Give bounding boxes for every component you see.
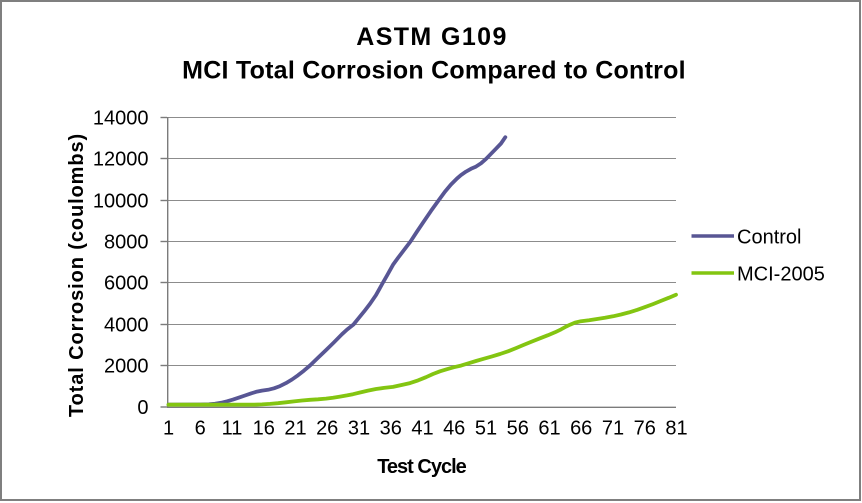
svg-text:10000: 10000 xyxy=(93,191,149,213)
svg-text:31: 31 xyxy=(348,418,370,440)
svg-text:ASTM G109: ASTM G109 xyxy=(356,23,508,51)
svg-text:MCI-2005: MCI-2005 xyxy=(737,263,825,285)
svg-text:11: 11 xyxy=(222,418,243,440)
svg-text:71: 71 xyxy=(602,418,624,440)
svg-text:76: 76 xyxy=(634,418,656,440)
svg-text:4000: 4000 xyxy=(104,315,149,337)
svg-text:6000: 6000 xyxy=(104,273,149,295)
svg-text:12000: 12000 xyxy=(93,149,149,171)
svg-text:41: 41 xyxy=(411,418,433,440)
svg-text:81: 81 xyxy=(665,418,687,440)
svg-text:Control: Control xyxy=(737,226,801,248)
svg-text:56: 56 xyxy=(507,418,529,440)
svg-text:0: 0 xyxy=(137,397,148,419)
svg-text:66: 66 xyxy=(570,418,592,440)
svg-text:Total Corrosion (coulombs): Total Corrosion (coulombs) xyxy=(66,133,88,417)
svg-text:46: 46 xyxy=(443,418,465,440)
svg-text:51: 51 xyxy=(475,418,497,440)
svg-text:26: 26 xyxy=(316,418,338,440)
svg-text:6: 6 xyxy=(195,418,206,440)
svg-text:2000: 2000 xyxy=(104,356,149,378)
svg-text:8000: 8000 xyxy=(104,232,149,254)
svg-text:Test Cycle: Test Cycle xyxy=(377,456,466,478)
svg-text:14000: 14000 xyxy=(93,108,149,130)
svg-text:1: 1 xyxy=(163,418,174,440)
svg-text:16: 16 xyxy=(253,418,275,440)
svg-text:21: 21 xyxy=(284,418,306,440)
svg-text:MCI Total Corrosion Compared t: MCI Total Corrosion Compared to Control xyxy=(182,56,686,84)
svg-text:61: 61 xyxy=(538,418,560,440)
svg-text:36: 36 xyxy=(380,418,402,440)
